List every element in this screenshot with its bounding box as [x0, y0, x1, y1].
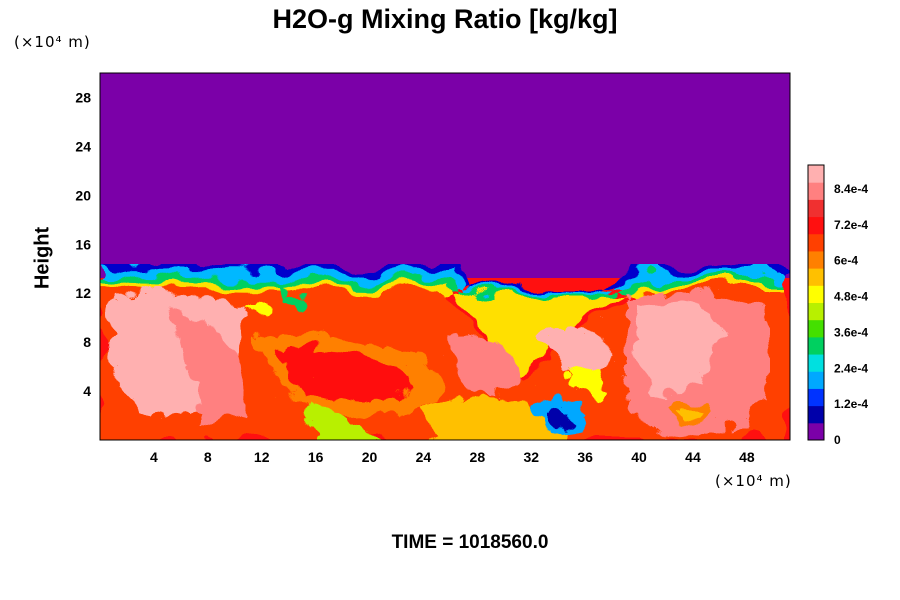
y-tick-label: 20 — [75, 187, 91, 203]
moist-layer-boundary — [100, 264, 790, 440]
colorbar-segment — [808, 354, 824, 372]
heatmap-field — [100, 73, 790, 440]
y-tick-label: 8 — [83, 334, 91, 350]
colorbar-segment — [808, 199, 824, 218]
x-tick-label: 12 — [254, 449, 270, 465]
y-tick-label: 4 — [83, 383, 91, 399]
y-tick-label: 24 — [75, 138, 91, 154]
colorbar-tick-label: 0 — [834, 433, 841, 447]
y-tick-label: 12 — [75, 285, 91, 301]
x-tick-label: 24 — [416, 449, 432, 465]
chart-title: H2O-g Mixing Ratio [kg/kg] — [272, 4, 618, 34]
colorbar-segment — [808, 268, 824, 286]
colorbar-tick-label: 7.2e-4 — [834, 218, 868, 232]
plot-frame — [99, 72, 791, 441]
colorbar-segment — [808, 422, 824, 441]
x-tick-label: 16 — [308, 449, 324, 465]
colorbar-tick-label: 2.4e-4 — [834, 361, 868, 375]
colorbar-segment — [808, 216, 824, 235]
x-tick-label: 4 — [150, 449, 158, 465]
x-tick-label: 28 — [470, 449, 486, 465]
x-tick-label: 44 — [685, 449, 701, 465]
x-tick-label: 48 — [739, 449, 755, 465]
x-tick-label: 36 — [577, 449, 593, 465]
x-axis-unit-label: (×10⁴ m) — [715, 472, 792, 490]
y-tick-label: 28 — [75, 89, 91, 105]
y-axis-ticks: 4 8 12 16 20 24 28 — [75, 89, 91, 399]
x-axis-ticks: 4 8 12 16 20 24 28 32 36 40 44 48 — [150, 449, 755, 465]
colorbar-tick-label: 8.4e-4 — [834, 182, 868, 196]
colorbar-frame — [807, 164, 825, 441]
colorbar-segment — [808, 285, 824, 303]
x-tick-label: 40 — [631, 449, 647, 465]
colorbar: 0 1.2e-4 2.4e-4 3.6e-4 4.8e-4 6e-4 7.2e-4 8.4e-… — [807, 164, 868, 447]
colorbar-tick-label: 1.2e-4 — [834, 397, 868, 411]
x-tick-label: 8 — [204, 449, 212, 465]
x-tick-label: 32 — [523, 449, 539, 465]
colorbar-tick-label: 6e-4 — [834, 254, 858, 268]
colorbar-segment — [808, 405, 824, 424]
colorbar-segment — [808, 302, 824, 321]
colorbar-segment — [808, 336, 824, 355]
colorbar-segment — [808, 371, 824, 389]
x-tick-label: 20 — [362, 449, 378, 465]
colorbar-segment — [808, 388, 824, 407]
moist-layer-swirls — [105, 286, 770, 440]
colorbar-tick-label: 3.6e-4 — [834, 325, 868, 339]
colorbar-segment — [808, 182, 824, 200]
time-label: TIME = 1018560.0 — [391, 532, 549, 553]
colorbar-segment — [808, 233, 824, 252]
colorbar-segment — [808, 165, 824, 183]
y-tick-label: 16 — [75, 236, 91, 252]
colorbar-tick-label: 4.8e-4 — [834, 290, 868, 304]
colorbar-segment — [808, 319, 824, 338]
y-axis-unit-label: (×10⁴ m) — [14, 33, 91, 51]
colorbar-segment — [808, 250, 824, 269]
